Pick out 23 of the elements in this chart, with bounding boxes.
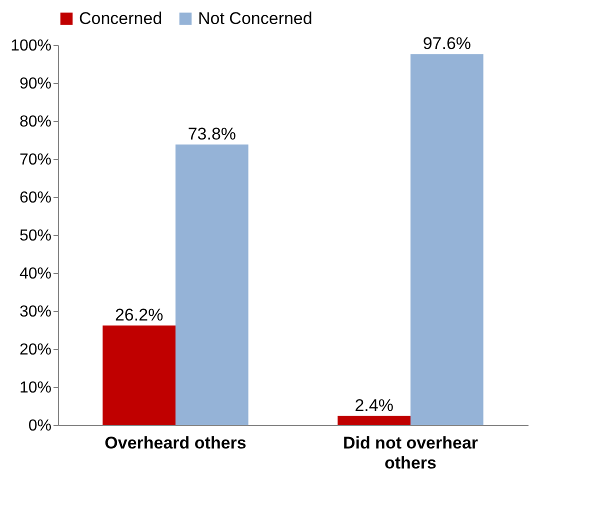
data-label: 73.8% <box>188 124 236 144</box>
y-tick-label: 40% <box>19 266 52 282</box>
bar <box>102 325 176 425</box>
y-tick-label: 80% <box>19 114 52 130</box>
y-tick-label: 90% <box>19 76 52 92</box>
legend-label: Not Concerned <box>198 8 312 28</box>
x-tick-label: Did not overhear others <box>342 434 478 472</box>
data-label: 2.4% <box>354 396 394 415</box>
y-tick-label: 60% <box>19 190 52 206</box>
y-tick-label: 100% <box>10 38 52 54</box>
y-tick-label: 20% <box>19 342 52 358</box>
y-tick-label: 70% <box>19 152 52 168</box>
y-tick-label: 30% <box>19 304 52 320</box>
y-tick-label: 10% <box>19 380 52 396</box>
x-tick-label: Overheard others <box>104 434 246 452</box>
bar <box>410 54 484 425</box>
bar <box>338 416 410 425</box>
data-label: 97.6% <box>422 34 472 54</box>
y-tick-label: 50% <box>19 228 52 244</box>
y-tick-label: 0% <box>28 418 52 434</box>
legend-label: Concerned <box>79 8 162 28</box>
bar <box>176 144 248 425</box>
data-label: 26.2% <box>114 305 164 324</box>
